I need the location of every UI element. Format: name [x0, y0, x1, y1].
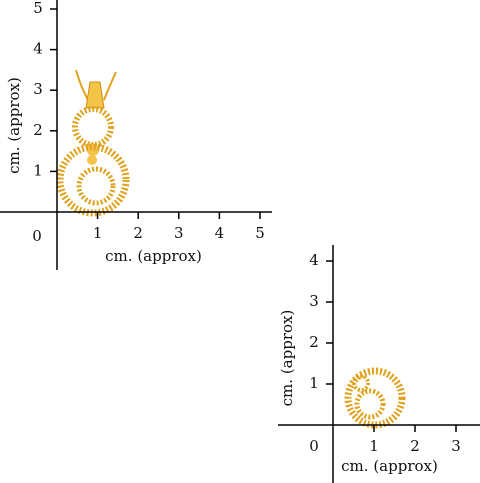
x-tick-label: 2 — [133, 224, 143, 242]
x-tick-label: 1 — [93, 224, 103, 242]
y-tick-label: 1 — [33, 161, 43, 179]
y-tick-label: 2 — [33, 121, 43, 139]
y-tick-label: 1 — [309, 374, 319, 392]
y-axis-label: cm. (approx) — [5, 77, 23, 174]
x-tick-label: 5 — [255, 224, 265, 242]
earring-image — [344, 367, 406, 429]
y-tick-label: 5 — [33, 0, 43, 17]
y-tick-label: 3 — [33, 80, 43, 98]
y-tick-label: 2 — [309, 333, 319, 351]
x-tick-label: 3 — [174, 224, 184, 242]
x-tick-label: 4 — [215, 224, 225, 242]
y-tick-label: 3 — [309, 292, 319, 310]
x-tick-label: 1 — [369, 437, 379, 455]
x-axis-label: cm. (approx) — [105, 247, 202, 265]
x-tick-label: 2 — [410, 437, 420, 455]
x-tick-label: 3 — [451, 437, 461, 455]
x-axis-label: cm. (approx) — [341, 457, 438, 475]
origin-label: 0 — [309, 437, 319, 455]
pendant-image — [56, 69, 130, 217]
origin-label: 0 — [32, 227, 42, 245]
y-tick-label: 4 — [33, 40, 43, 58]
y-tick-label: 4 — [309, 251, 319, 269]
y-axis-label: cm. (approx) — [278, 310, 296, 407]
